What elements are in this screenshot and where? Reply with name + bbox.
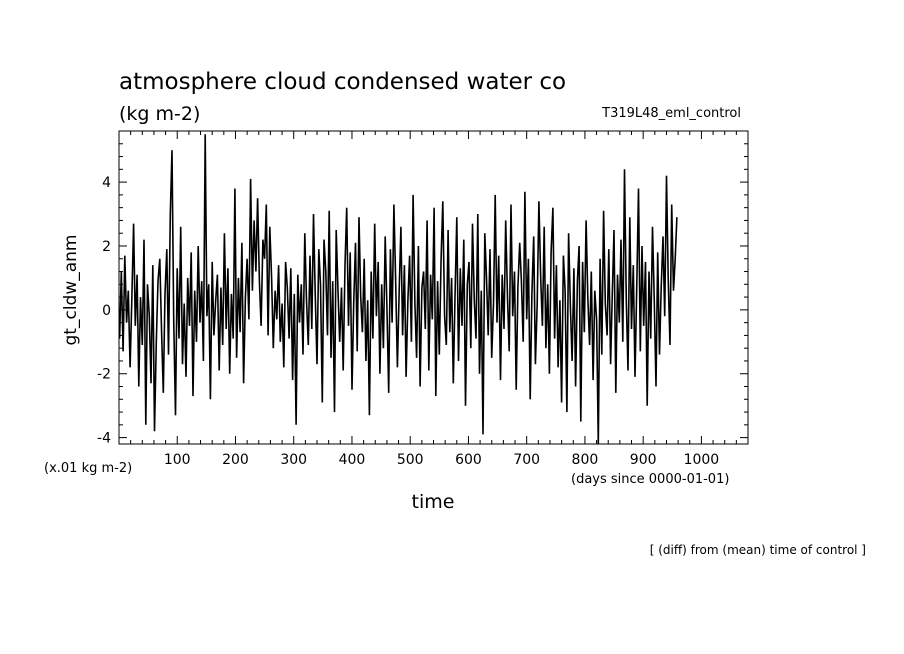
- chart-units: (kg m-2): [119, 103, 200, 125]
- series-group: [118, 134, 678, 445]
- x-tick-label: 500: [397, 452, 424, 468]
- y-tick-label: 2: [102, 239, 111, 255]
- run-name: T319L48_eml_control: [601, 106, 741, 121]
- x-tick-label: 200: [222, 452, 249, 468]
- x-axis-units: (days since 0000-01-01): [571, 472, 729, 487]
- x-axis-label: time: [412, 491, 455, 513]
- x-tick-label: 600: [455, 452, 482, 468]
- y-tick-label: 0: [102, 303, 111, 319]
- x-tick-label: 700: [513, 452, 540, 468]
- series-line: [118, 134, 678, 445]
- plot-frame: [118, 130, 749, 445]
- x-tick-label: 100: [164, 452, 191, 468]
- y-tick-label: 4: [102, 175, 111, 191]
- x-tick-label: 300: [280, 452, 307, 468]
- axis-ticks: [119, 130, 748, 444]
- x-tick-label: 1000: [684, 452, 720, 468]
- x-tick-label: 400: [339, 452, 366, 468]
- y-tick-label: -2: [97, 367, 111, 383]
- x-tick-label: 900: [630, 452, 657, 468]
- axis-tick-labels: 100 200 300 400 500 600 700 800 900 1000 -4 -2 0 2 4: [97, 175, 719, 468]
- y-axis-label: gt_cldw_anm: [61, 235, 81, 346]
- chart-title: atmosphere cloud condensed water co: [119, 69, 566, 95]
- y-scale-note: (x.01 kg m-2): [44, 461, 132, 476]
- y-tick-label: -4: [97, 431, 111, 447]
- footnote: [ (diff) from (mean) time of control ]: [650, 543, 866, 557]
- x-tick-label: 800: [572, 452, 599, 468]
